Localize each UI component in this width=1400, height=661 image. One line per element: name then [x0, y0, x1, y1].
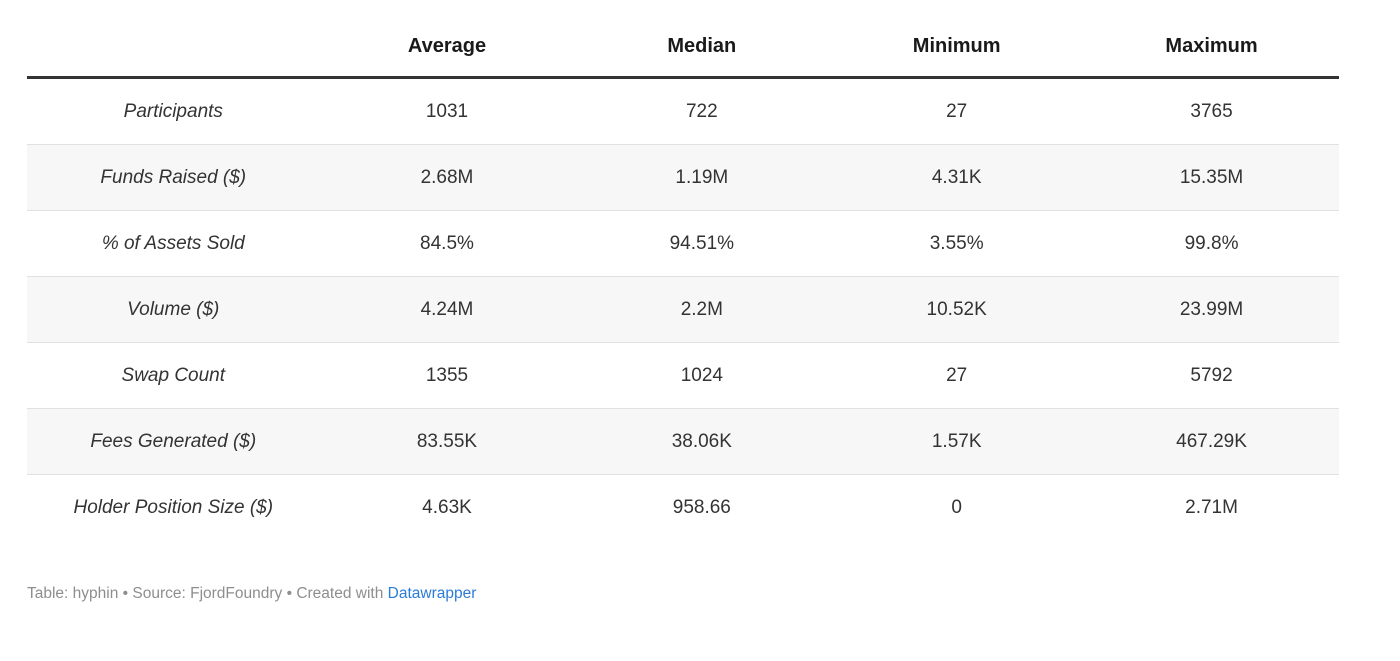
cell-median: 2.2M [680, 299, 723, 320]
table-row-holder-position-size: Holder Position Size ($) 4.63K 958.66 0 … [27, 474, 1339, 541]
cell-median: 1024 [680, 365, 723, 386]
cell-maximum: 2.71M [1185, 497, 1238, 518]
column-header-empty [27, 22, 320, 78]
column-header-median: Median [667, 35, 737, 57]
row-label: % of Assets Sold [101, 233, 245, 254]
cell-average: 2.68M [420, 167, 474, 188]
cell-median: 958.66 [672, 497, 731, 518]
cell-maximum: 15.35M [1179, 167, 1244, 188]
row-label: Holder Position Size ($) [73, 497, 274, 518]
cell-median: 38.06K [671, 431, 732, 452]
cell-minimum: 27 [946, 101, 968, 122]
table-row-volume: Volume ($) 4.24M 2.2M 10.52K 23.99M [27, 276, 1339, 343]
table-row-funds-raised: Funds Raised ($) 2.68M 1.19M 4.31K 15.35… [27, 144, 1339, 211]
table-row-assets-sold: % of Assets Sold 84.5% 94.51% 3.55% 99.8… [27, 210, 1339, 277]
row-label: Volume ($) [127, 299, 220, 320]
cell-maximum: 3765 [1190, 101, 1233, 122]
cell-minimum: 0 [951, 497, 962, 518]
attribution-text: Table: hyphin • Source: FjordFoundry • C… [27, 585, 388, 602]
column-header-maximum: Maximum [1165, 35, 1258, 57]
row-label: Funds Raised ($) [100, 167, 247, 188]
cell-minimum: 27 [946, 365, 968, 386]
cell-minimum: 1.57K [931, 431, 982, 452]
cell-average: 1355 [425, 365, 469, 386]
attribution-footer: Table: hyphin • Source: FjordFoundry • C… [27, 584, 1339, 604]
summary-stats-table: Average Median Minimum Maximum Participa… [27, 22, 1339, 540]
cell-minimum: 3.55% [929, 233, 984, 254]
row-label: Swap Count [121, 365, 226, 386]
cell-average: 1031 [425, 101, 469, 122]
cell-median: 94.51% [669, 233, 735, 254]
datawrapper-link[interactable]: Datawrapper [387, 585, 477, 602]
cell-average: 84.5% [420, 233, 474, 254]
column-header-average: Average [407, 35, 487, 57]
cell-average: 4.24M [420, 299, 474, 320]
cell-maximum: 5792 [1190, 365, 1233, 386]
row-label: Participants [123, 101, 223, 122]
cell-maximum: 99.8% [1184, 233, 1239, 254]
row-label: Fees Generated ($) [90, 431, 257, 452]
cell-minimum: 10.52K [926, 299, 987, 320]
cell-maximum: 23.99M [1179, 299, 1244, 320]
datawrapper-table-embed: Average Median Minimum Maximum Participa… [27, 0, 1339, 604]
table-row-participants: Participants 1031 722 27 3765 [27, 78, 1339, 145]
cell-maximum: 467.29K [1176, 431, 1247, 452]
cell-average: 83.55K [416, 431, 478, 452]
cell-minimum: 4.31K [931, 167, 982, 188]
cell-average: 4.63K [422, 497, 472, 518]
table-row-fees-generated: Fees Generated ($) 83.55K 38.06K 1.57K 4… [27, 408, 1339, 475]
cell-median: 1.19M [675, 167, 729, 188]
cell-median: 722 [685, 101, 718, 122]
table-row-swap-count: Swap Count 1355 1024 27 5792 [27, 342, 1339, 409]
header-row: Average Median Minimum Maximum [27, 22, 1339, 78]
column-header-minimum: Minimum [912, 35, 1001, 57]
